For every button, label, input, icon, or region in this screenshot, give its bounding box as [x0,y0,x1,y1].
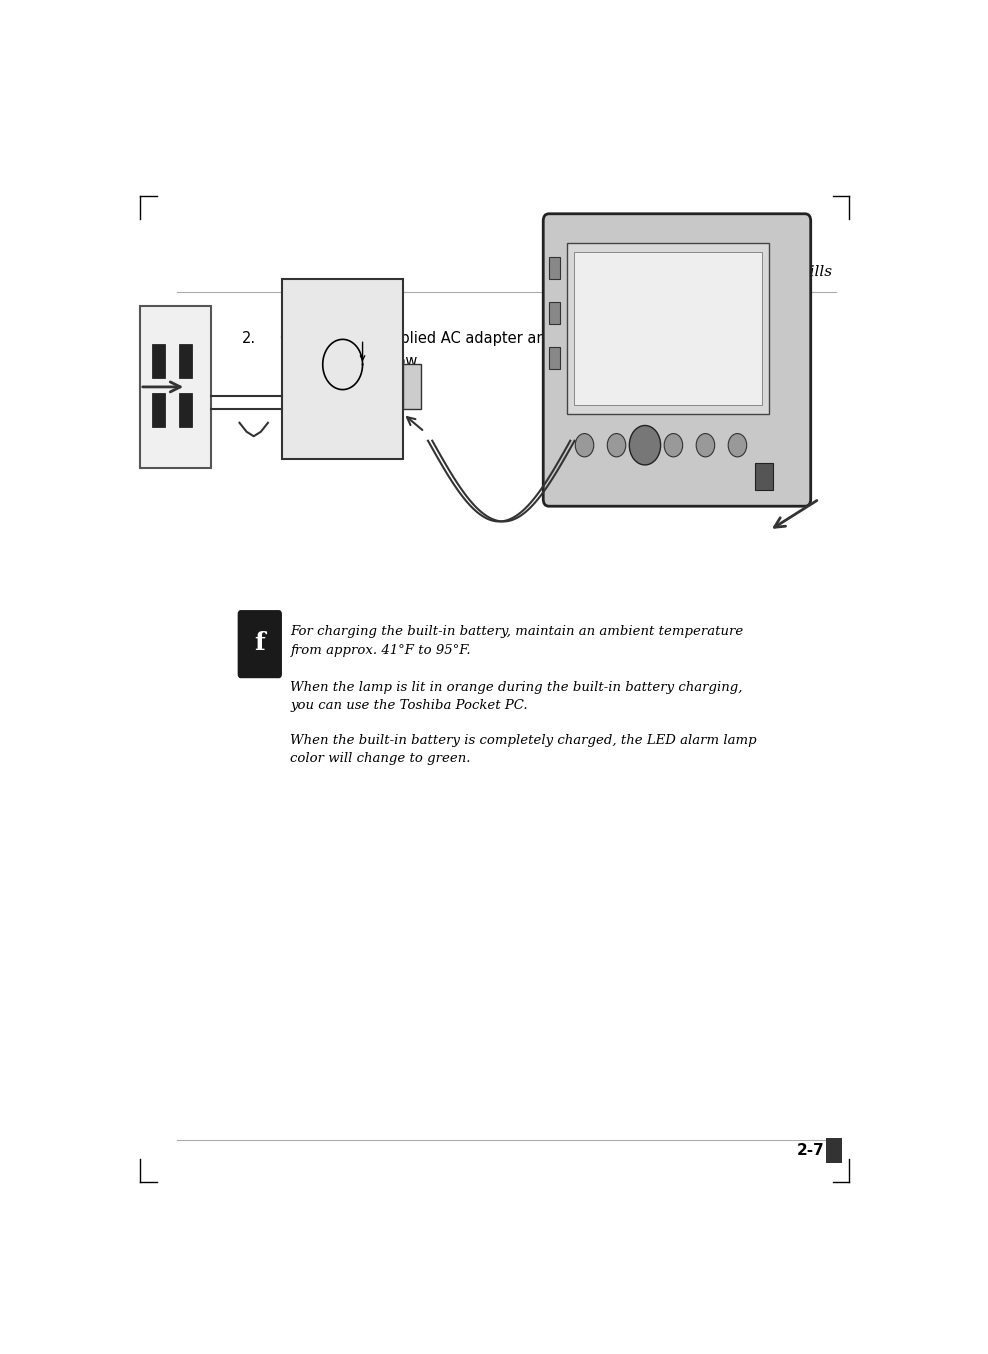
Bar [826,1139,842,1163]
Circle shape [608,433,625,456]
Text: f: f [255,631,265,655]
Text: 2-7: 2-7 [796,1143,824,1158]
Bar [549,347,559,368]
Circle shape [728,433,747,456]
Bar [152,393,165,428]
Bar [140,306,211,467]
Text: Connect the supplied AC adapter and the Toshiba Pocket PC as shown
in the figure: Connect the supplied AC adapter and the … [281,332,793,368]
Bar [403,364,421,409]
Circle shape [664,433,683,456]
Circle shape [629,425,661,464]
Bar [549,302,559,324]
Circle shape [575,433,594,456]
Bar [567,244,770,414]
Text: When the lamp is lit in orange during the built-in battery charging,
you can use: When the lamp is lit in orange during th… [290,681,743,712]
Text: For charging the built-in battery, maintain an ambient temperature
from approx. : For charging the built-in battery, maint… [290,626,744,657]
Bar [283,279,403,459]
Circle shape [697,433,714,456]
Bar [152,344,165,378]
FancyBboxPatch shape [238,611,282,677]
Bar [179,344,192,378]
Text: 2.: 2. [242,332,256,347]
Bar [549,257,559,279]
Bar [179,393,192,428]
Bar [574,252,763,405]
Text: When the built-in battery is completely charged, the LED alarm lamp
color will c: When the built-in battery is completely … [290,734,757,765]
Text: Chapter 2: Basic Skills: Chapter 2: Basic Skills [656,265,832,279]
Bar [755,463,773,490]
FancyBboxPatch shape [543,214,811,506]
